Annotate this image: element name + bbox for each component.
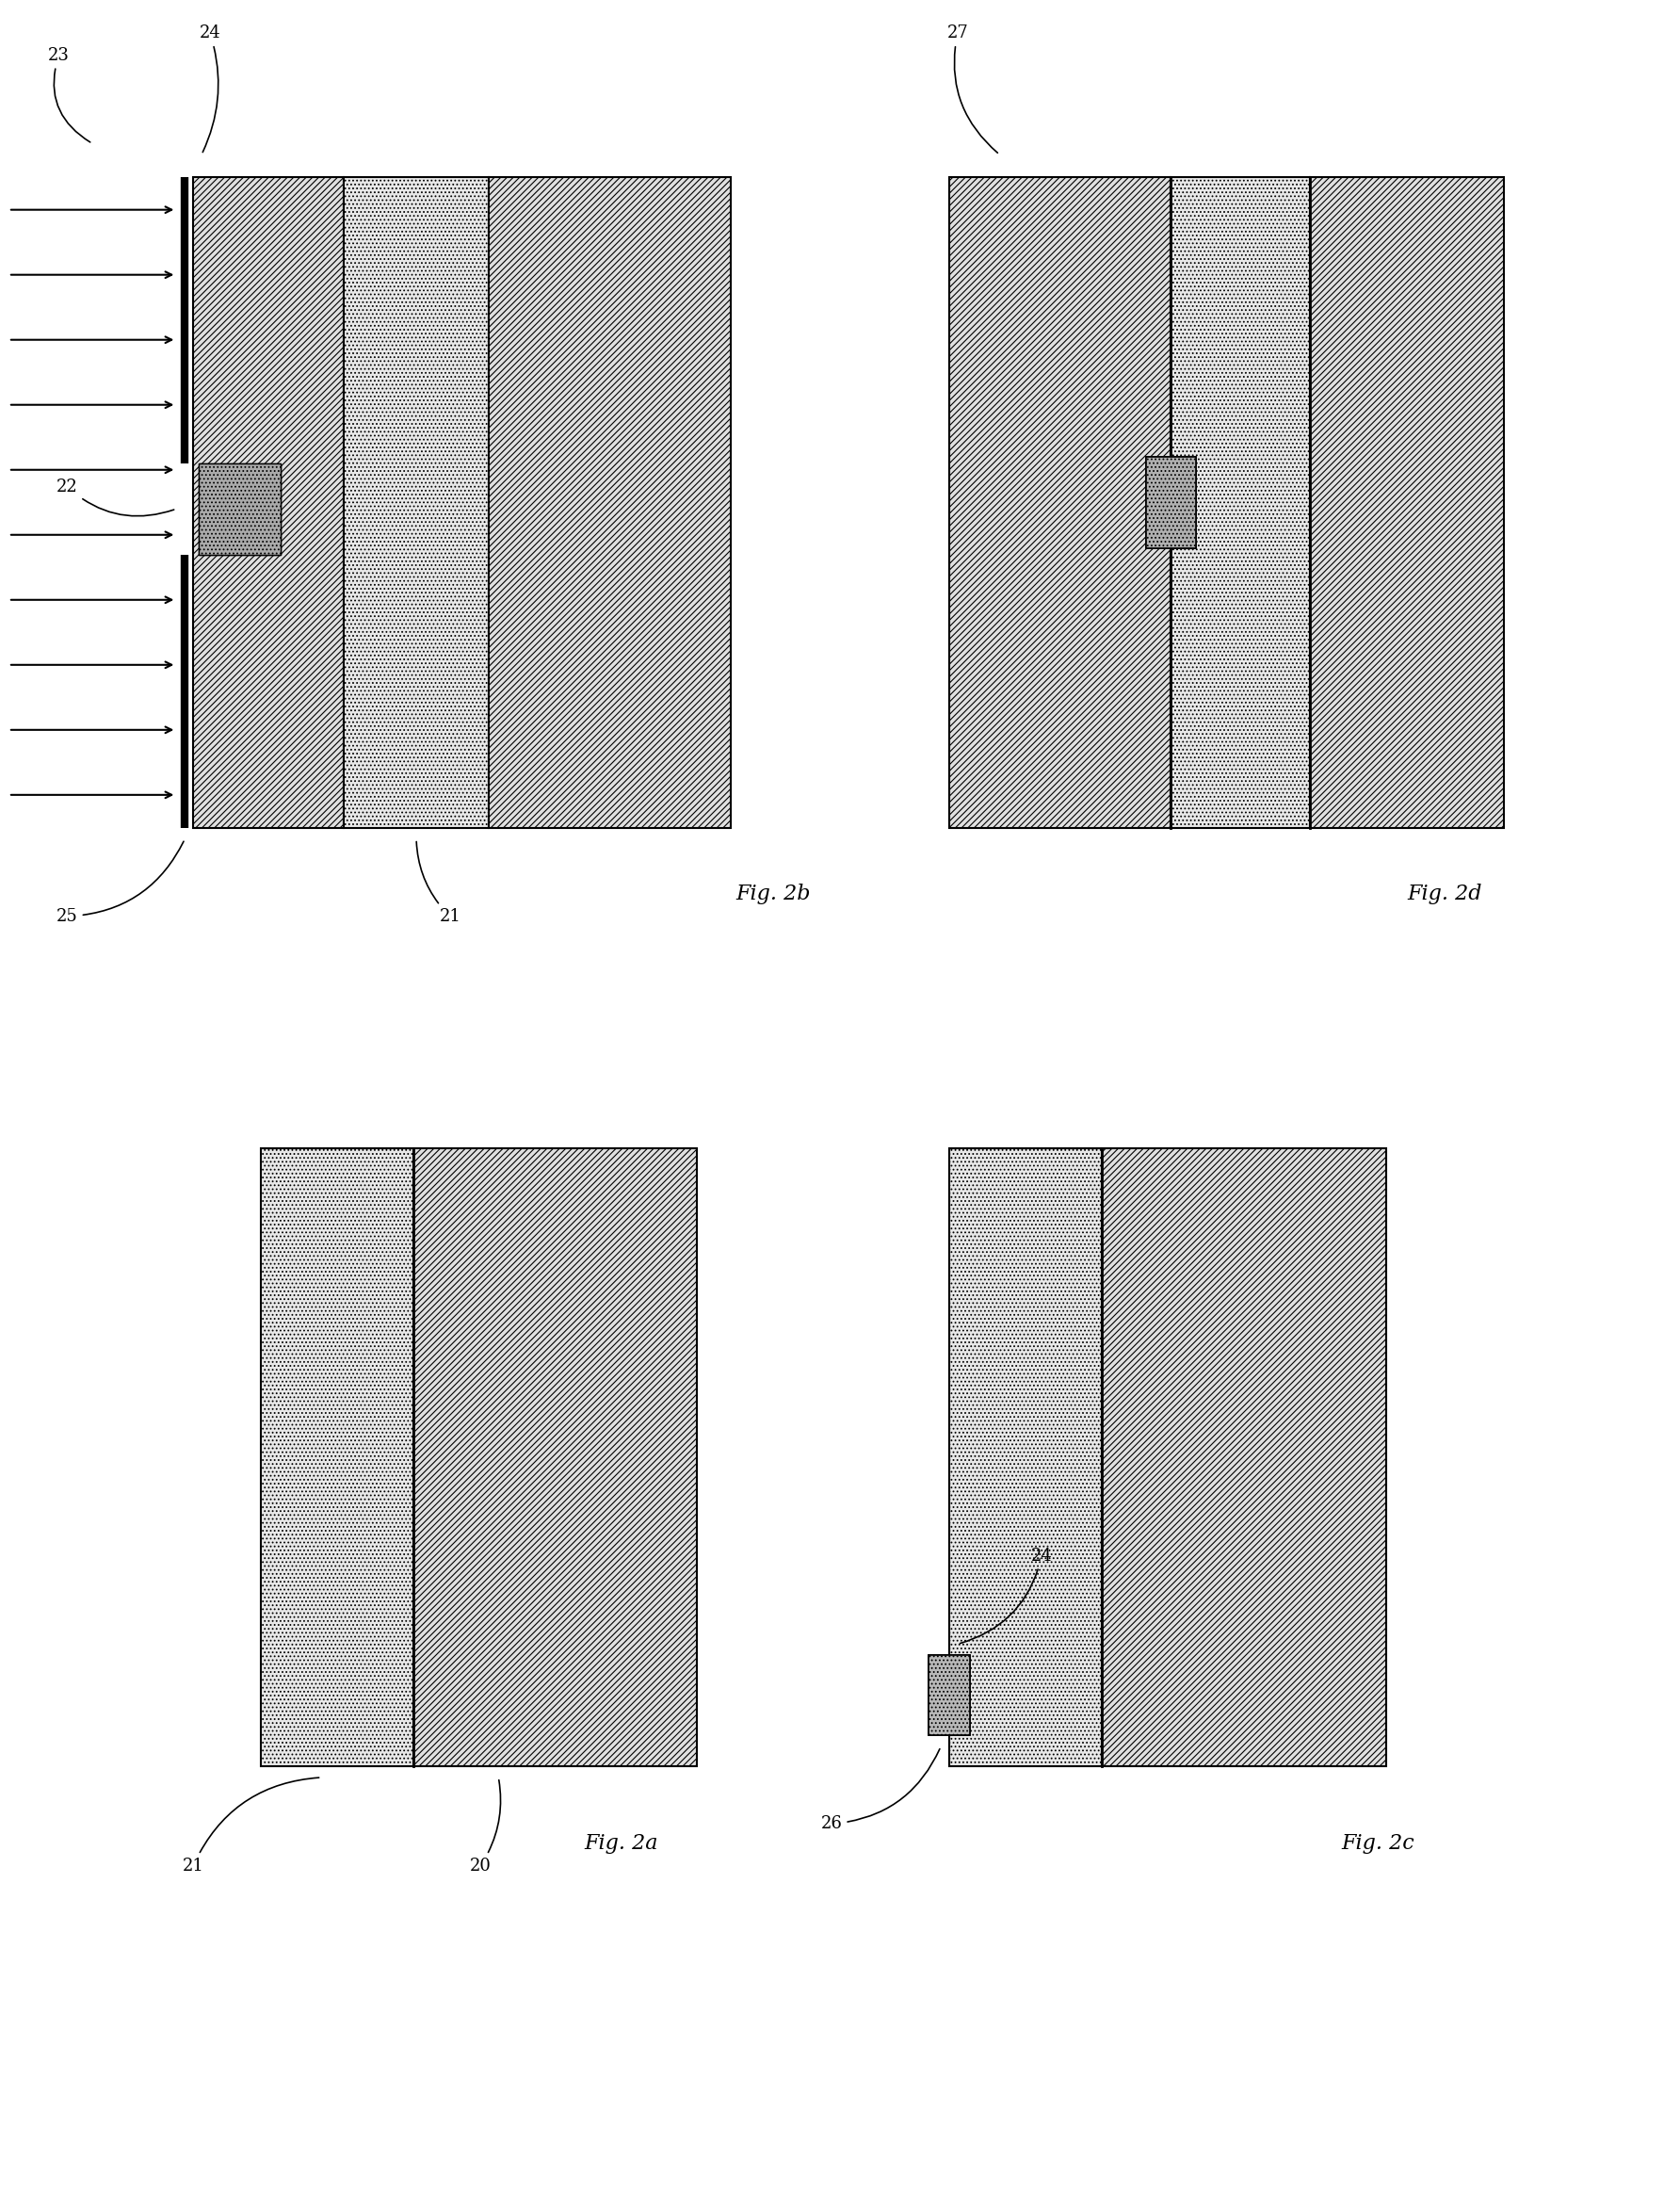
Text: Fig. 2d: Fig. 2d — [1408, 883, 1482, 905]
Bar — [949, 1148, 1102, 1766]
Bar — [1171, 177, 1310, 828]
Bar — [489, 177, 731, 828]
Bar — [1102, 1148, 1386, 1766]
Text: 25: 25 — [57, 841, 183, 925]
Text: 20: 20 — [470, 1780, 501, 1875]
Bar — [1146, 457, 1196, 548]
Bar — [193, 177, 344, 828]
Text: 21: 21 — [183, 1777, 319, 1875]
Bar — [260, 1148, 413, 1766]
Text: 24: 24 — [959, 1548, 1052, 1643]
Bar — [413, 1148, 697, 1766]
Text: 27: 27 — [948, 24, 998, 152]
Bar — [198, 464, 281, 554]
Bar — [929, 1656, 969, 1735]
Text: Fig. 2c: Fig. 2c — [1341, 1833, 1415, 1855]
Bar — [198, 464, 281, 554]
Bar — [1310, 177, 1504, 828]
Text: 22: 22 — [57, 479, 175, 517]
Bar — [344, 177, 489, 828]
Text: Fig. 2b: Fig. 2b — [736, 883, 810, 905]
Bar — [1146, 457, 1196, 548]
Bar — [949, 177, 1171, 828]
Text: 24: 24 — [200, 24, 220, 152]
Text: 23: 23 — [49, 46, 91, 141]
Text: Fig. 2a: Fig. 2a — [585, 1833, 659, 1855]
Text: 26: 26 — [822, 1749, 939, 1833]
Bar — [929, 1656, 969, 1735]
Text: 21: 21 — [417, 841, 460, 925]
